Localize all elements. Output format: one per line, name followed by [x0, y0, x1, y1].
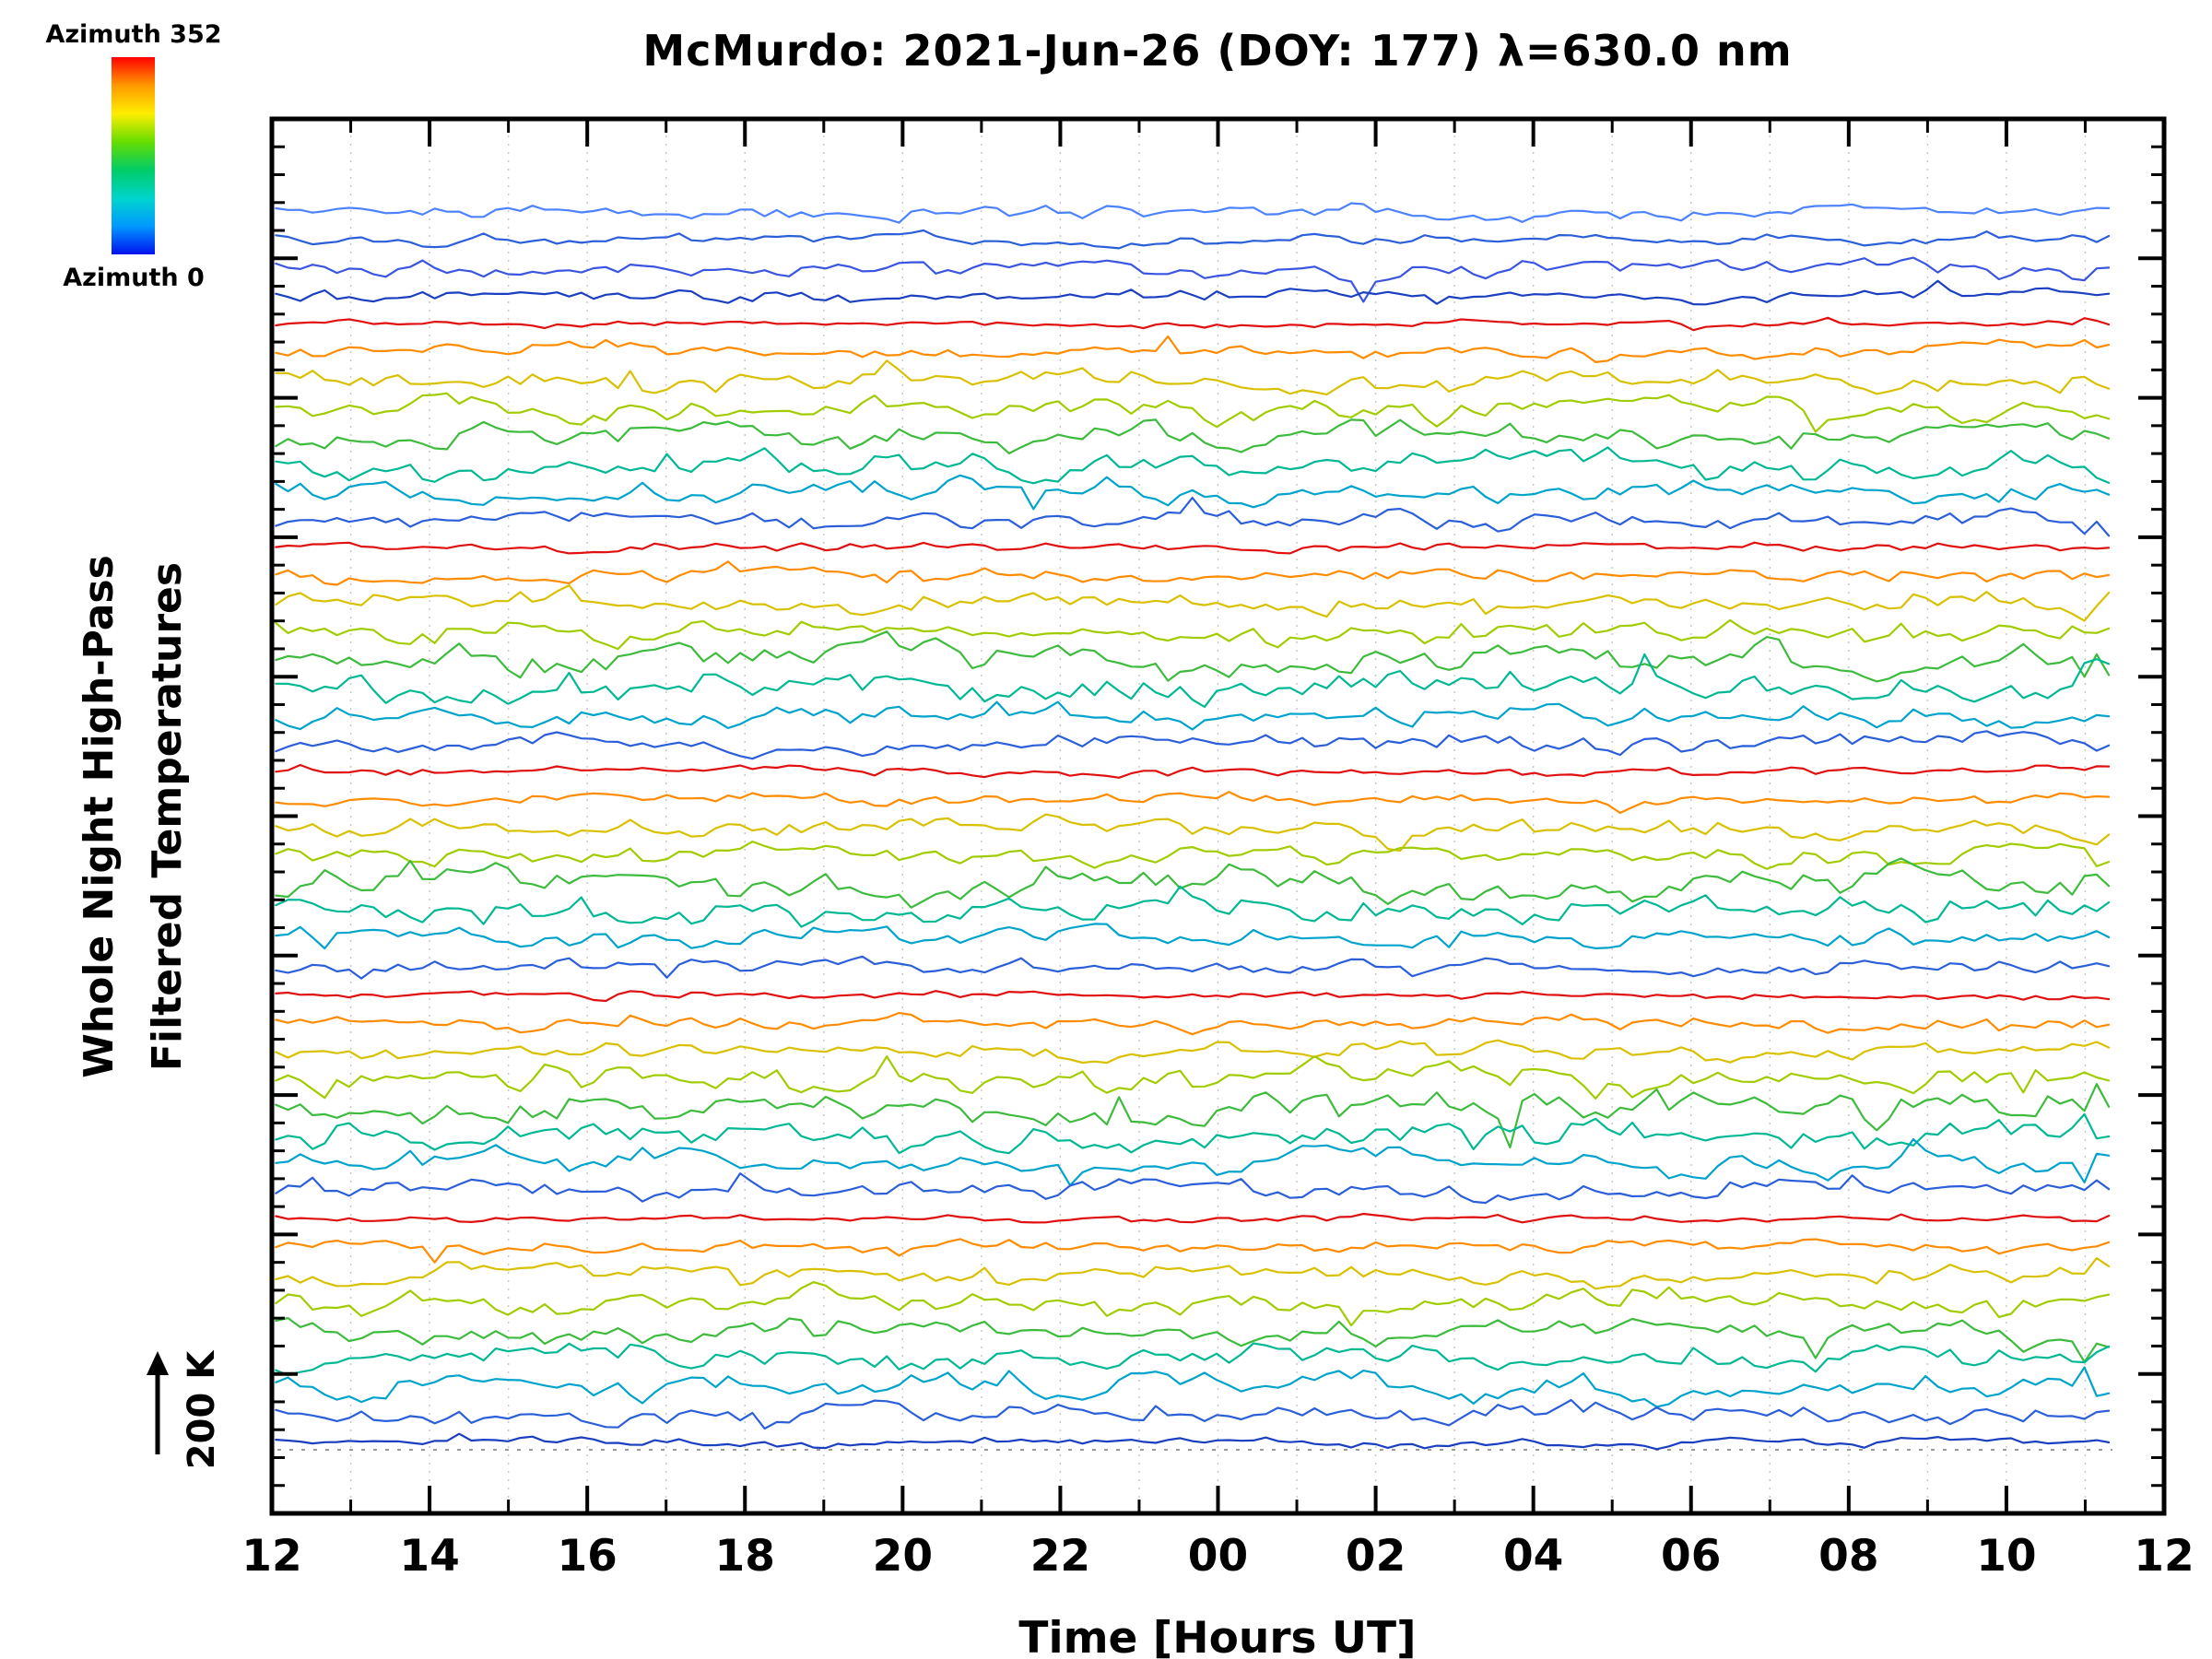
trace-3 — [275, 279, 2111, 306]
trace-27 — [275, 955, 2111, 980]
trace-19 — [275, 730, 2111, 760]
trace-1 — [275, 229, 2111, 250]
x-tick-label: 02 — [1346, 1531, 1406, 1582]
trace-22 — [275, 813, 2111, 853]
x-tick-label: 08 — [1818, 1531, 1878, 1582]
x-tick-label: 20 — [873, 1531, 933, 1582]
trace-33 — [275, 1112, 2111, 1155]
trace-10 — [275, 474, 2111, 511]
trace-12 — [275, 541, 2111, 555]
scale-bar: 200 K — [147, 1349, 223, 1469]
trace-44 — [275, 1432, 2111, 1451]
colorbar-max-label: Azimuth 352 — [45, 20, 222, 49]
x-tick-label: 18 — [715, 1531, 775, 1582]
grid-lines — [349, 119, 2087, 1513]
x-tick-label: 12 — [241, 1531, 301, 1582]
trace-16 — [275, 630, 2111, 683]
trace-31 — [275, 1054, 2111, 1100]
x-tick-label: 22 — [1030, 1531, 1090, 1582]
trace-37 — [275, 1238, 2111, 1264]
x-axis-title: Time [Hours UT] — [1018, 1613, 1416, 1659]
x-tick-label: 16 — [557, 1531, 617, 1582]
trace-7 — [275, 392, 2111, 433]
y-axis-label-line2: Filtered Temperatures — [144, 562, 191, 1071]
x-tick-labels: 12 14 16 18 20 22 00 02 04 06 08 10 12 — [241, 1531, 2194, 1582]
trace-43 — [275, 1398, 2111, 1430]
trace-35 — [275, 1171, 2111, 1205]
trace-34 — [275, 1137, 2111, 1187]
trace-40 — [275, 1316, 2111, 1363]
trace-26 — [275, 923, 2111, 950]
trace-9 — [275, 446, 2111, 485]
trace-32 — [275, 1083, 2111, 1149]
trace-18 — [275, 700, 2111, 731]
trace-24 — [275, 857, 2111, 909]
trace-5 — [275, 335, 2111, 363]
x-tick-label: 12 — [2134, 1531, 2194, 1582]
trace-17 — [275, 653, 2111, 709]
trace-2 — [275, 256, 2111, 303]
page-title: McMurdo: 2021-Jun-26 (DOY: 177) λ=630.0 … — [642, 26, 1793, 76]
trace-23 — [275, 840, 2111, 870]
trace-25 — [275, 885, 2111, 928]
trace-0 — [275, 202, 2111, 224]
trace-4 — [275, 316, 2111, 332]
trace-30 — [275, 1039, 2111, 1065]
x-tick-label: 14 — [399, 1531, 459, 1582]
colorbar-min-label: Azimuth 0 — [63, 264, 205, 292]
trace-36 — [275, 1212, 2111, 1224]
trace-8 — [275, 418, 2111, 454]
trace-14 — [275, 583, 2111, 622]
trace-15 — [275, 618, 2111, 651]
trace-42 — [275, 1366, 2111, 1408]
temperature-traces — [275, 202, 2111, 1451]
trace-38 — [275, 1256, 2111, 1290]
trace-20 — [275, 763, 2111, 779]
y-axis-label-line1: Whole Night High-Pass — [76, 555, 123, 1078]
scale-bar-label: 200 K — [181, 1349, 223, 1469]
trace-13 — [275, 560, 2111, 586]
trace-41 — [275, 1342, 2111, 1377]
x-tick-label: 10 — [1976, 1531, 2036, 1582]
trace-21 — [275, 791, 2111, 815]
x-tick-label: 04 — [1503, 1531, 1563, 1582]
scale-arrow-head — [147, 1351, 169, 1375]
trace-11 — [275, 496, 2111, 537]
axis-ticks — [270, 119, 2166, 1513]
x-tick-label: 06 — [1661, 1531, 1721, 1582]
trace-29 — [275, 1011, 2111, 1036]
azimuth-colorbar — [112, 57, 155, 254]
trace-28 — [275, 990, 2111, 1003]
trace-39 — [275, 1280, 2111, 1327]
x-tick-label: 00 — [1188, 1531, 1248, 1582]
trace-6 — [275, 359, 2111, 396]
